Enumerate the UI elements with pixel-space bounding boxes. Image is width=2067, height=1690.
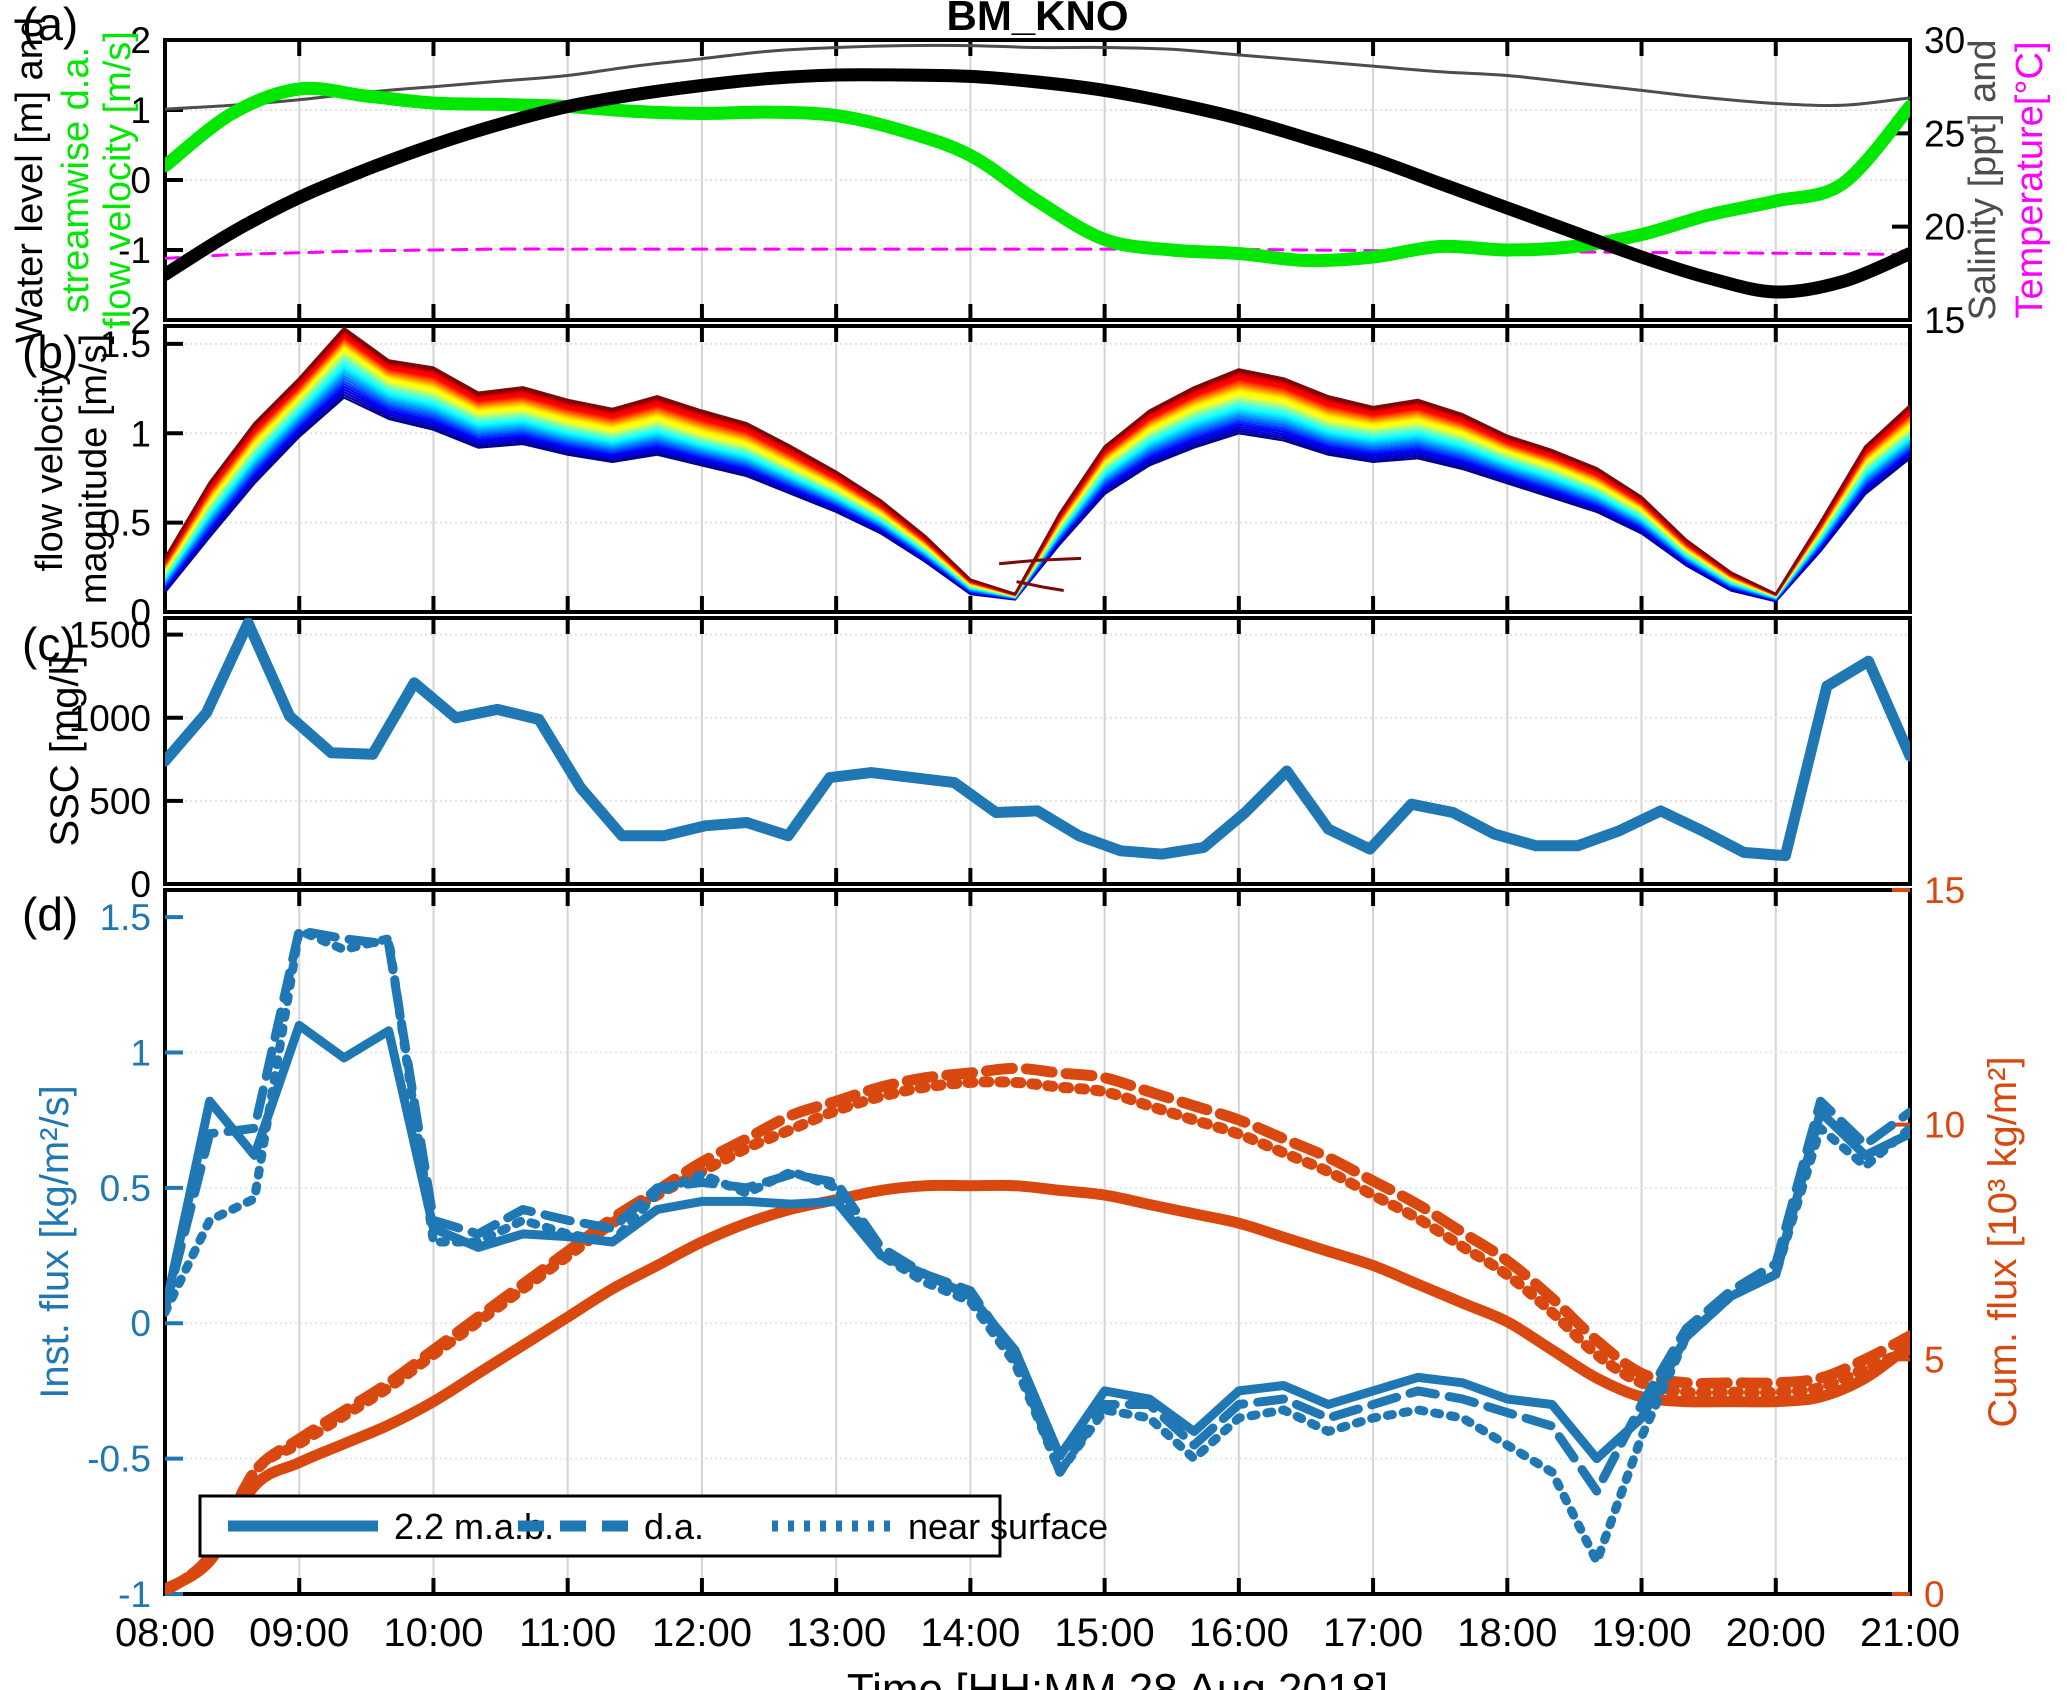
- panel-letter-a: (a): [22, 0, 78, 50]
- x-tick-label: 16:00: [1189, 1611, 1289, 1655]
- panel-d-cumflux-nearsurface-line: [165, 1076, 1910, 1594]
- panel-a-data: [165, 43, 1910, 299]
- x-tick-label: 13:00: [786, 1611, 886, 1655]
- y-tick-label: 500: [89, 781, 151, 822]
- panel-c-data: [165, 618, 1910, 862]
- panel-c-ssc-line: [165, 618, 1910, 862]
- y-tick-label: 1500: [69, 615, 151, 656]
- y-tick-label: 5: [1924, 1339, 1945, 1380]
- panel-a-ylabel-salinity: Salinity [ppt] and: [1962, 40, 2004, 321]
- panel-d-legend[interactable]: 2.2 m.a.b. d.a. near surface: [198, 1494, 1108, 1558]
- y-tick-label: 1.5: [100, 324, 151, 365]
- panel-d-ylabel-right: Cum. flux [10³ kg/m²]: [1981, 1056, 2025, 1427]
- panel-d-data: [165, 926, 1910, 1594]
- figure-title: BM_KNO: [946, 0, 1128, 39]
- x-tick-label: 17:00: [1323, 1611, 1423, 1655]
- x-tick-label: 15:00: [1055, 1611, 1155, 1655]
- x-axis-label: Time [HH:MM 28 Aug 2018]: [847, 1665, 1388, 1690]
- panel-frame-b: [163, 324, 1912, 614]
- y-tick-label: 2: [130, 20, 151, 61]
- x-tick-label: 11:00: [519, 1611, 616, 1655]
- y-tick-label: 15: [1924, 870, 1965, 911]
- y-tick-label: 30: [1924, 20, 1965, 61]
- panel-a-streamwise-velocity-line: [165, 81, 1910, 268]
- panel-c-ylabel: SSC [mg/l]: [43, 655, 87, 846]
- x-tick-label: 21:00: [1860, 1611, 1960, 1655]
- y-tick-label: 1: [130, 413, 151, 454]
- panel-d-ylabel-left: Inst. flux [kg/m²/s]: [33, 1085, 77, 1398]
- y-tick-label: 0: [130, 160, 151, 201]
- y-tick-label: 15: [1924, 300, 1965, 341]
- y-tick-label: 10: [1924, 1105, 1965, 1146]
- y-tick-label: 0: [130, 592, 151, 633]
- panel-a-ylabel-temperature: Temperature[°C]: [2009, 41, 2051, 318]
- y-tick-label: 1: [130, 90, 151, 131]
- x-tick-label: 12:00: [652, 1611, 752, 1655]
- x-tick-label: 08:00: [115, 1611, 215, 1655]
- y-tick-label: 0.5: [100, 503, 151, 544]
- legend-label: d.a.: [644, 1506, 704, 1547]
- x-tick-label: 10:00: [383, 1611, 483, 1655]
- panel-frame-c: [163, 616, 1912, 886]
- y-tick-label: 20: [1924, 207, 1965, 248]
- panel-b-ylabel-1: flow velocity: [29, 367, 71, 572]
- x-tick-label: 18:00: [1457, 1611, 1557, 1655]
- panel-a-salinity-line: [165, 43, 1910, 111]
- panel-a-temperature-line: [165, 247, 1910, 260]
- y-tick-label: 25: [1924, 113, 1965, 154]
- panel-a-ylabel-flowvel: flow velocity [m/s]: [97, 31, 139, 329]
- y-tick-label: 1000: [69, 698, 151, 739]
- panel-b-ylabel-2: magnitude [m/s]: [73, 334, 115, 604]
- panel-letter-b: (b): [22, 326, 78, 378]
- panel-d-instflux-da-line: [165, 926, 1910, 1496]
- panel-letter-c: (c): [22, 618, 76, 670]
- y-tick-label: 0: [1924, 1574, 1945, 1615]
- panel-b-velocity-profile-layer: [165, 326, 1910, 596]
- y-tick-label: 0: [130, 1303, 151, 1344]
- x-tick-label: 09:00: [249, 1611, 349, 1655]
- y-tick-label: 1.5: [100, 897, 151, 938]
- panel-b-data: [165, 326, 1910, 603]
- y-tick-label: -0.5: [87, 1439, 151, 1480]
- y-tick-label: -1: [118, 230, 151, 271]
- panel-frame-d: [163, 888, 1912, 1596]
- panel-d-instflux-nearsurface-line: [165, 926, 1910, 1566]
- x-tick-label: 20:00: [1726, 1611, 1826, 1655]
- panel-d-cumflux-2.2mab-line: [165, 1179, 1910, 1594]
- y-tick-label: 0.5: [100, 1168, 151, 1209]
- legend-label: near surface: [908, 1506, 1108, 1547]
- x-tick-label: 14:00: [920, 1611, 1020, 1655]
- y-tick-label: 0: [130, 864, 151, 905]
- y-tick-label: 1: [130, 1032, 151, 1073]
- y-tick-label: -1: [118, 1574, 151, 1615]
- panel-a-ylabel-waterlevel: Water level [m] and: [9, 17, 51, 343]
- panel-b-stray-trace: [998, 556, 1082, 566]
- panel-a-ylabel-streamwise: streamwise d.a.: [55, 47, 97, 313]
- panel-a-water-level-line: [165, 68, 1910, 299]
- panel-b-stray-trace: [1016, 580, 1064, 592]
- x-tick-label: 19:00: [1591, 1611, 1691, 1655]
- y-tick-label: -2: [118, 300, 151, 341]
- panel-letter-d: (d): [22, 888, 78, 940]
